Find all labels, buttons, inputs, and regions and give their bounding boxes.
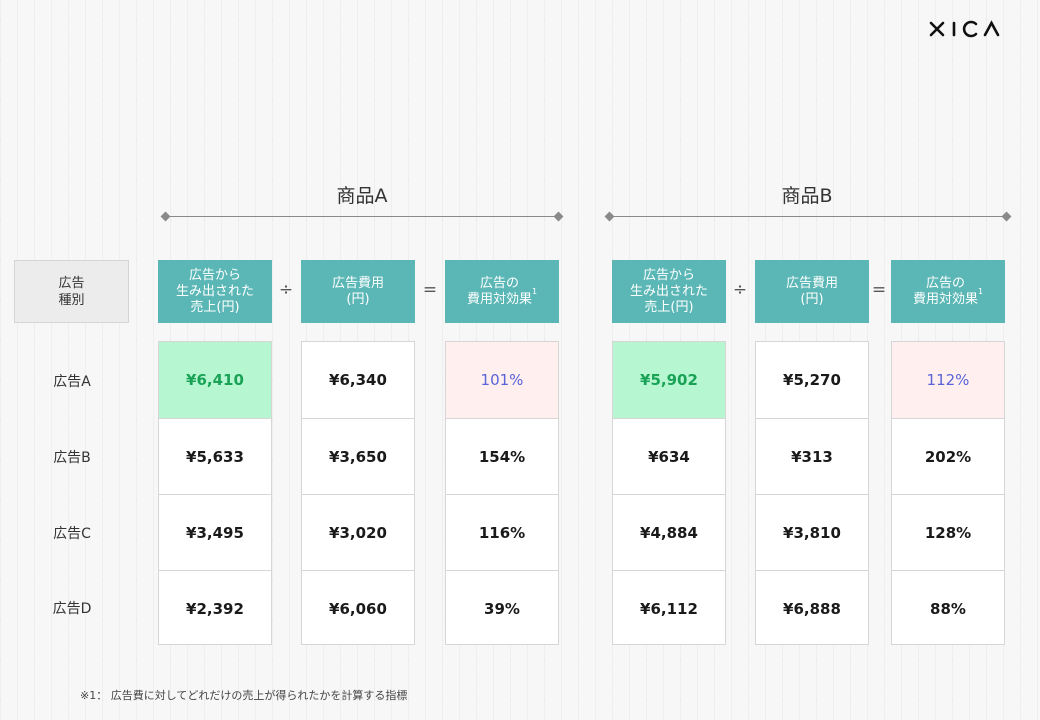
table-cell: ¥634 <box>613 418 725 494</box>
ad-type-header: 広告 種別 <box>14 260 129 323</box>
table-cell: 202% <box>892 418 1004 494</box>
product-b-sales-column: ¥5,902 ¥634 ¥4,884 ¥6,112 <box>612 341 726 645</box>
divide-operator: ÷ <box>732 280 748 300</box>
equals-operator: = <box>422 280 438 300</box>
table-cell: ¥5,270 <box>783 371 841 389</box>
product-a-sales-header: 広告から 生み出された 売上(円) <box>158 260 272 323</box>
row-label-ad-c: 広告C <box>53 526 91 542</box>
table-cell: 128% <box>892 494 1004 570</box>
product-b-bracket <box>604 211 1012 222</box>
effect-header-label: 広告の 費用対効果 <box>912 275 978 307</box>
product-b-sales-header: 広告から 生み出された 売上(円) <box>612 260 726 323</box>
table-cell: ¥6,112 <box>613 570 725 646</box>
product-b-title: 商品B <box>781 185 833 207</box>
table-cell: ¥3,650 <box>302 418 414 494</box>
table-cell: ¥3,495 <box>159 494 271 570</box>
row-label-ad-d: 広告D <box>52 601 92 617</box>
table-cell: ¥3,020 <box>302 494 414 570</box>
footnote: ※1： 広告費に対してどれだけの売上が得られたかを計算する指標 <box>80 689 408 702</box>
product-b-effect-header: 広告の 費用対効果 1 <box>891 260 1005 323</box>
table-cell: 101% <box>446 342 558 418</box>
xica-logo <box>929 20 1000 38</box>
row-label-ad-b: 広告B <box>53 450 91 466</box>
product-a-bracket <box>160 211 564 222</box>
product-a-cost-column: ¥6,340 ¥3,650 ¥3,020 ¥6,060 <box>301 341 415 645</box>
table-cell: ¥6,340 <box>329 371 387 389</box>
footnote-marker: 1 <box>977 286 984 296</box>
product-a-cost-header: 広告費用 (円) <box>301 260 415 323</box>
product-a-sales-column: ¥6,410 ¥5,633 ¥3,495 ¥2,392 <box>158 341 272 645</box>
table-cell: ¥6,060 <box>302 570 414 646</box>
table-cell: 116% <box>446 494 558 570</box>
divide-operator: ÷ <box>278 280 294 300</box>
product-b-effect-column: 112% 202% 128% 88% <box>891 341 1005 645</box>
table-cell: ¥5,902 <box>613 342 725 418</box>
effect-header-label: 広告の 費用対効果 <box>466 275 532 307</box>
table-cell: 112% <box>892 342 1004 418</box>
table-cell: 88% <box>892 570 1004 646</box>
table-cell: ¥3,810 <box>756 494 868 570</box>
table-cell: ¥2,392 <box>159 570 271 646</box>
table-cell: 154% <box>446 418 558 494</box>
table-cell: ¥5,633 <box>159 418 271 494</box>
row-label-ad-a: 広告A <box>53 374 91 390</box>
table-cell: ¥6,888 <box>756 570 868 646</box>
product-b-cost-column: ¥5,270 ¥313 ¥3,810 ¥6,888 <box>755 341 869 645</box>
product-a-title: 商品A <box>336 185 388 207</box>
table-cell: ¥4,884 <box>613 494 725 570</box>
table-cell: ¥313 <box>756 418 868 494</box>
product-a-effect-header: 広告の 費用対効果 1 <box>445 260 559 323</box>
table-cell: 39% <box>446 570 558 646</box>
product-b-cost-header: 広告費用 (円) <box>755 260 869 323</box>
equals-operator: = <box>871 280 887 300</box>
table-cell: ¥6,410 <box>159 342 271 418</box>
footnote-marker: 1 <box>531 286 538 296</box>
product-a-effect-column: 101% 154% 116% 39% <box>445 341 559 645</box>
